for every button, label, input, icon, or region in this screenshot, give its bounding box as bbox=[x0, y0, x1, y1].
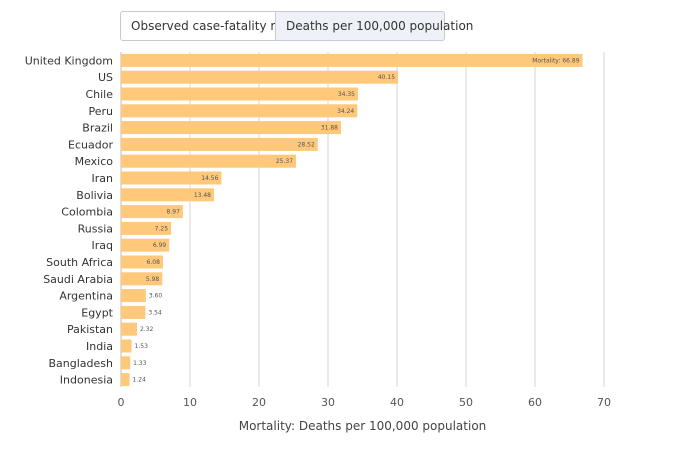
category-label-russia: Russia bbox=[78, 222, 113, 235]
category-label-iran: Iran bbox=[92, 172, 114, 185]
x-tick-label-60: 60 bbox=[528, 396, 542, 409]
value-label-india: 1.53 bbox=[135, 343, 149, 350]
value-label-bangladesh: 1.33 bbox=[133, 360, 147, 367]
value-label-egypt: 3.54 bbox=[148, 309, 162, 316]
x-axis-title: Mortality: Deaths per 100,000 population bbox=[239, 419, 487, 433]
value-label-indonesia: 1.24 bbox=[133, 377, 147, 384]
bar-egypt bbox=[121, 305, 146, 319]
value-label-iran: 14.56 bbox=[201, 175, 218, 182]
value-label-iraq: 6.99 bbox=[153, 242, 167, 249]
x-tick-label-20: 20 bbox=[252, 396, 266, 409]
bar-saudi-arabia bbox=[121, 272, 163, 286]
bar-indonesia bbox=[121, 373, 130, 387]
bar-ecuador bbox=[121, 137, 318, 151]
x-tick-label-40: 40 bbox=[390, 396, 404, 409]
category-label-colombia: Colombia bbox=[61, 206, 113, 219]
value-label-south-africa: 6.08 bbox=[147, 259, 161, 266]
value-label-peru: 34.24 bbox=[337, 108, 354, 115]
bar-us bbox=[121, 70, 399, 84]
bar-united-kingdom bbox=[121, 53, 583, 67]
bar-bolivia bbox=[121, 188, 215, 202]
value-label-russia: 7.25 bbox=[155, 225, 169, 232]
x-tick-label-30: 30 bbox=[321, 396, 335, 409]
category-label-pakistan: Pakistan bbox=[67, 323, 113, 336]
bar-iran bbox=[121, 171, 222, 185]
category-label-india: India bbox=[86, 340, 113, 353]
category-label-indonesia: Indonesia bbox=[60, 374, 113, 387]
value-label-mexico: 25.37 bbox=[276, 158, 293, 165]
category-label-peru: Peru bbox=[88, 105, 113, 118]
category-label-saudi-arabia: Saudi Arabia bbox=[43, 273, 113, 286]
category-label-us: US bbox=[98, 71, 113, 84]
bar-bangladesh bbox=[121, 356, 131, 370]
bar-russia bbox=[121, 221, 172, 235]
category-label-bangladesh: Bangladesh bbox=[49, 357, 114, 370]
x-tick-label-50: 50 bbox=[459, 396, 473, 409]
bar-colombia bbox=[121, 205, 183, 219]
view-tabs: Observed case-fatality ratio Deaths per … bbox=[120, 11, 473, 41]
value-label-colombia: 8.97 bbox=[167, 209, 181, 216]
category-label-egypt: Egypt bbox=[81, 306, 113, 319]
value-label-brazil: 31.88 bbox=[321, 125, 338, 132]
category-label-brazil: Brazil bbox=[82, 122, 113, 135]
value-label-united-kingdom: Mortality: 66.89 bbox=[532, 57, 579, 64]
x-tick-label-10: 10 bbox=[183, 396, 197, 409]
bar-mexico bbox=[121, 154, 297, 168]
category-label-iraq: Iraq bbox=[92, 239, 114, 252]
value-label-bolivia: 13.48 bbox=[194, 192, 211, 199]
bar-india bbox=[121, 339, 132, 353]
value-label-ecuador: 28.52 bbox=[298, 141, 315, 148]
x-tick-label-0: 0 bbox=[118, 396, 125, 409]
category-label-ecuador: Ecuador bbox=[68, 138, 113, 151]
tab-deaths-per-100k[interactable]: Deaths per 100,000 population bbox=[275, 11, 473, 41]
bar-south-africa bbox=[121, 255, 163, 269]
value-label-chile: 34.35 bbox=[338, 91, 355, 98]
tab-observed-case-fatality-ratio[interactable]: Observed case-fatality ratio bbox=[120, 11, 298, 41]
bar-argentina bbox=[121, 289, 146, 303]
category-label-mexico: Mexico bbox=[75, 155, 114, 168]
bar-peru bbox=[121, 104, 358, 118]
bar-brazil bbox=[121, 121, 341, 135]
category-label-chile: Chile bbox=[85, 88, 113, 101]
value-label-us: 40.15 bbox=[378, 74, 395, 81]
category-label-united-kingdom: United Kingdom bbox=[25, 54, 113, 67]
x-tick-label-70: 70 bbox=[597, 396, 611, 409]
bar-pakistan bbox=[121, 322, 138, 336]
value-label-saudi-arabia: 5.98 bbox=[146, 276, 160, 283]
bar-chile bbox=[121, 87, 359, 101]
category-label-south-africa: South Africa bbox=[46, 256, 113, 269]
value-label-argentina: 3.60 bbox=[149, 293, 163, 300]
value-label-pakistan: 2.32 bbox=[140, 326, 154, 333]
category-label-bolivia: Bolivia bbox=[76, 189, 113, 202]
category-label-argentina: Argentina bbox=[59, 290, 113, 303]
bar-iraq bbox=[121, 238, 170, 252]
